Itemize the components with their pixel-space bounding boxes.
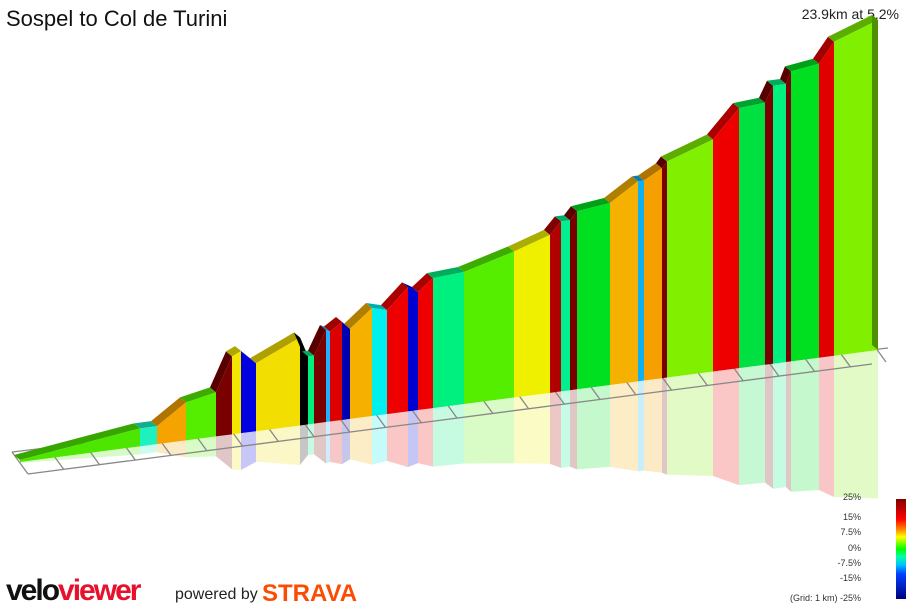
veloviewer-logo[interactable]: veloviewer [6, 574, 141, 607]
legend-label: -7.5% [837, 558, 861, 568]
legend-label: 0% [847, 543, 861, 553]
gradient-colorbar [896, 499, 906, 599]
gradient-segments [14, 15, 878, 462]
profile-reflection [20, 350, 878, 499]
legend-label: -15% [839, 573, 861, 583]
strava-logo[interactable]: STRAVA [262, 580, 358, 607]
grid-note: (Grid: 1 km) [789, 593, 838, 603]
powered-by-text: powered by [175, 586, 258, 603]
legend-label: -25% [839, 593, 861, 603]
page-title: Sospel to Col de Turini [6, 6, 228, 31]
legend-label: 15% [842, 512, 861, 522]
legend-label: (Grid: 1 km) -25% [790, 593, 861, 603]
legend-label: 7.5% [840, 527, 861, 537]
legend-label: 25% [842, 492, 861, 502]
